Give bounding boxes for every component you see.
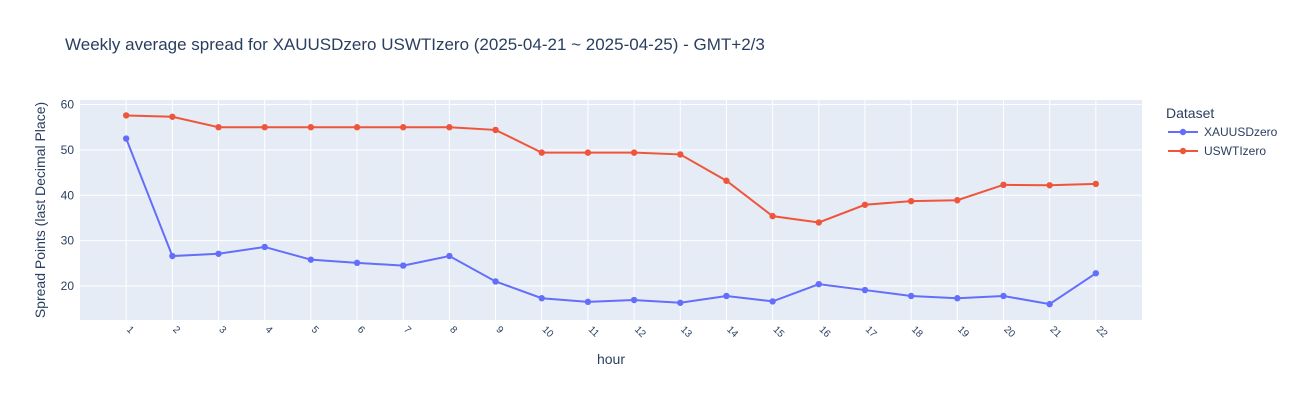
y-tick-label: 60	[61, 98, 75, 112]
data-point-XAUUSDzero[interactable]	[215, 250, 222, 257]
data-point-USWTIzero[interactable]	[630, 149, 638, 156]
x-tick-label: 14	[724, 324, 740, 340]
legend-label: USWTIzero	[1204, 144, 1266, 158]
series-layer	[122, 112, 1100, 308]
legend-item-XAUUSDzero[interactable]: XAUUSDzero	[1168, 125, 1278, 139]
x-tick-label: 18	[909, 324, 925, 340]
data-point-XAUUSDzero[interactable]	[1092, 270, 1100, 277]
data-point-USWTIzero[interactable]	[677, 151, 684, 158]
data-point-XAUUSDzero[interactable]	[400, 262, 407, 269]
data-point-XAUUSDzero[interactable]	[122, 135, 130, 142]
x-tick-label: 7	[401, 324, 413, 336]
data-point-XAUUSDzero[interactable]	[815, 280, 822, 288]
y-tick-label: 20	[61, 279, 75, 293]
data-point-USWTIzero[interactable]	[353, 124, 361, 131]
data-point-USWTIzero[interactable]	[861, 201, 869, 208]
chart-title: Weekly average spread for XAUUSDzero USW…	[65, 35, 765, 54]
legend-marker	[1179, 147, 1187, 155]
x-axis-title: hour	[597, 351, 625, 367]
data-point-XAUUSDzero[interactable]	[538, 295, 545, 302]
y-axis: 20 30 40 50 60	[61, 98, 75, 293]
data-point-XAUUSDzero[interactable]	[307, 256, 315, 263]
data-point-XAUUSDzero[interactable]	[630, 296, 638, 304]
x-tick-label: 21	[1048, 324, 1064, 340]
x-tick-label: 19	[955, 324, 971, 340]
x-tick-label: 20	[1001, 324, 1017, 340]
x-tick-label: 22	[1094, 324, 1110, 340]
data-point-USWTIzero[interactable]	[723, 177, 730, 184]
data-point-USWTIzero[interactable]	[907, 197, 915, 205]
data-point-USWTIzero[interactable]	[400, 124, 407, 131]
x-axis: 1 2 3 4 5 6 7 8 9 10 11 12 13 14 15 16 17 18 19 20 21 22	[124, 324, 1110, 340]
data-point-USWTIzero[interactable]	[954, 197, 961, 204]
data-point-XAUUSDzero[interactable]	[954, 295, 961, 302]
data-point-XAUUSDzero[interactable]	[492, 278, 499, 285]
data-point-XAUUSDzero[interactable]	[353, 259, 361, 267]
legend: Dataset XAUUSDzero USWTIzero	[1166, 105, 1278, 158]
data-point-USWTIzero[interactable]	[446, 124, 453, 131]
x-tick-label: 6	[355, 324, 367, 336]
x-tick-label: 2	[170, 324, 182, 336]
grid-layer	[80, 100, 1142, 320]
legend-item-USWTIzero[interactable]: USWTIzero	[1168, 144, 1266, 158]
y-tick-label: 30	[61, 234, 75, 248]
data-point-USWTIzero[interactable]	[538, 149, 545, 156]
data-point-USWTIzero[interactable]	[1092, 180, 1100, 188]
x-tick-label: 3	[216, 324, 228, 336]
data-point-USWTIzero[interactable]	[215, 124, 222, 131]
data-point-XAUUSDzero[interactable]	[769, 298, 776, 305]
data-point-USWTIzero[interactable]	[122, 112, 130, 119]
series-line-XAUUSDzero	[125, 138, 1097, 306]
data-point-USWTIzero[interactable]	[815, 219, 822, 226]
legend-label: XAUUSDzero	[1204, 125, 1278, 139]
data-point-XAUUSDzero[interactable]	[446, 252, 453, 260]
legend-marker	[1179, 128, 1187, 136]
x-tick-label: 13	[678, 324, 694, 340]
x-tick-label: 8	[447, 324, 459, 336]
plot-background	[80, 100, 1142, 320]
data-point-USWTIzero[interactable]	[1000, 181, 1007, 189]
x-tick-label: 17	[863, 324, 879, 340]
data-point-XAUUSDzero[interactable]	[261, 243, 268, 251]
data-point-XAUUSDzero[interactable]	[861, 286, 869, 294]
data-point-XAUUSDzero[interactable]	[169, 252, 176, 260]
x-tick-label: 15	[770, 324, 786, 340]
data-point-XAUUSDzero[interactable]	[584, 298, 592, 306]
y-axis-title: Spread Points (last Decimal Place)	[32, 102, 48, 318]
data-point-USWTIzero[interactable]	[492, 126, 499, 134]
x-tick-label: 5	[309, 324, 321, 336]
data-point-XAUUSDzero[interactable]	[1046, 300, 1053, 308]
series-line-USWTIzero	[126, 114, 1096, 224]
data-point-XAUUSDzero[interactable]	[677, 299, 684, 306]
data-point-XAUUSDzero[interactable]	[723, 292, 730, 300]
y-tick-label: 40	[61, 188, 75, 202]
x-tick-label: 1	[124, 324, 136, 336]
data-point-USWTIzero[interactable]	[1046, 182, 1053, 189]
data-point-USWTIzero[interactable]	[584, 149, 592, 156]
data-point-USWTIzero[interactable]	[261, 124, 268, 131]
x-tick-label: 10	[540, 324, 556, 340]
legend-title: Dataset	[1166, 105, 1214, 121]
data-point-USWTIzero[interactable]	[307, 124, 315, 131]
data-point-XAUUSDzero[interactable]	[907, 292, 915, 300]
data-point-XAUUSDzero[interactable]	[1000, 292, 1007, 300]
data-point-USWTIzero[interactable]	[769, 212, 776, 220]
x-tick-label: 12	[632, 324, 648, 340]
data-point-USWTIzero[interactable]	[169, 113, 176, 120]
x-tick-label: 4	[263, 324, 275, 336]
y-tick-label: 50	[61, 143, 75, 157]
x-tick-label: 16	[817, 324, 833, 340]
x-tick-label: 9	[493, 324, 505, 336]
x-tick-label: 11	[586, 324, 601, 339]
